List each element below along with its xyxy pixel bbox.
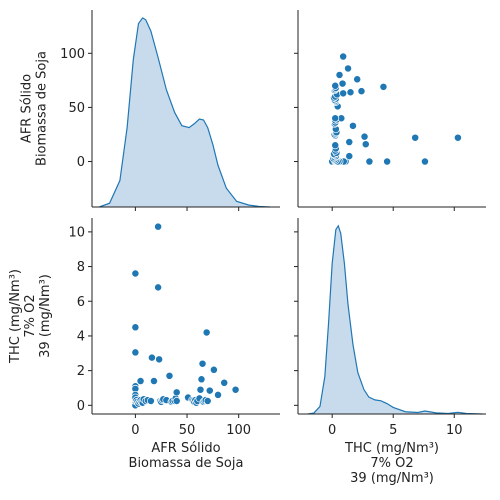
scatter-point [335, 70, 344, 79]
scatter-point [231, 385, 240, 394]
y-tick-label: 50 [68, 101, 85, 116]
scatter-point [353, 75, 362, 84]
x-tick-label: 5 [389, 423, 397, 438]
scatter-point [209, 365, 218, 374]
kde-fill [99, 17, 270, 207]
scatter-point [146, 397, 155, 405]
scatter-point [155, 355, 164, 364]
x-axis-title: Biomassa de Soja [129, 456, 244, 471]
scatter-point [379, 82, 388, 91]
scatter-point [154, 222, 163, 231]
x-axis-title: THC (mg/Nm³) [344, 441, 439, 456]
scatter-point [205, 386, 214, 395]
scatter-point [214, 390, 222, 399]
scatter-point [165, 371, 174, 380]
scatter-point [365, 157, 374, 166]
y-tick-label: 6 [77, 295, 85, 310]
scatter-point [339, 89, 348, 98]
scatter-point [136, 377, 145, 385]
scatter-point [196, 385, 205, 394]
scatter-point [357, 87, 366, 96]
y-axis-title: AFR Sólido [20, 74, 35, 143]
scatter-point [150, 377, 158, 385]
scatter-point [421, 157, 429, 166]
scatter-point [331, 81, 340, 90]
scatter-point [331, 141, 340, 150]
y-tick-label: 4 [77, 329, 85, 344]
scatter-point [345, 138, 354, 146]
scatter-point [383, 157, 392, 166]
panel-afr-diag-kde: 0 50 100 [60, 10, 280, 211]
x-axis-title: AFR Sólido [151, 441, 220, 456]
scatter-point [203, 397, 212, 405]
scatter-point [453, 133, 462, 142]
x-tick-label: 0 [131, 423, 139, 438]
y-tick-label: 2 [77, 364, 85, 379]
scatter-point [338, 79, 347, 88]
scatter-point [172, 388, 181, 397]
y-axis-title: THC (mg/Nm³) [8, 269, 23, 364]
scatter-point [220, 378, 229, 387]
scatter-point [131, 348, 140, 357]
scatter-point [172, 397, 181, 405]
panel-thc-diag-kde: 0 5 10 [294, 218, 486, 438]
y-axis-title: 39 (mg/Nm³) [38, 274, 53, 358]
kde-line [307, 224, 483, 415]
y-tick-label: 8 [77, 260, 85, 275]
y-tick-label: 10 [68, 225, 85, 240]
scatter-point [344, 64, 352, 73]
y-tick-label: 0 [77, 399, 85, 414]
x-axis-title: 7% O2 [370, 456, 413, 471]
scatter-point [154, 283, 163, 292]
scatter-point [348, 121, 357, 130]
scatter-point [345, 152, 354, 161]
y-axis-title: 7% O2 [23, 294, 38, 337]
x-tick-label: 100 [226, 423, 251, 438]
x-tick-label: 10 [446, 423, 463, 438]
scatter-point [331, 114, 340, 123]
scatter-point [197, 375, 206, 384]
scatter-point [202, 328, 211, 337]
scatter-point [131, 269, 140, 278]
scatter-point [360, 132, 369, 141]
scatter-point [411, 133, 420, 142]
scatter-point [346, 88, 355, 97]
scatter-point [147, 353, 156, 362]
x-tick-label: 0 [328, 423, 336, 438]
scatter-point [131, 323, 140, 332]
y-axis-title: Biomassa de Soja [35, 51, 50, 166]
y-tick-label: 100 [60, 47, 85, 62]
x-tick-label: 50 [179, 423, 196, 438]
scatter-point [198, 359, 207, 368]
panel-thc-vs-afr-scatter [294, 10, 486, 211]
x-axis-title: 39 (mg/Nm³) [350, 471, 434, 486]
scatter-point [339, 52, 348, 61]
kde-fill [307, 225, 483, 414]
kde-line [99, 17, 270, 208]
scatter-point [361, 140, 370, 149]
y-tick-label: 0 [77, 155, 85, 170]
